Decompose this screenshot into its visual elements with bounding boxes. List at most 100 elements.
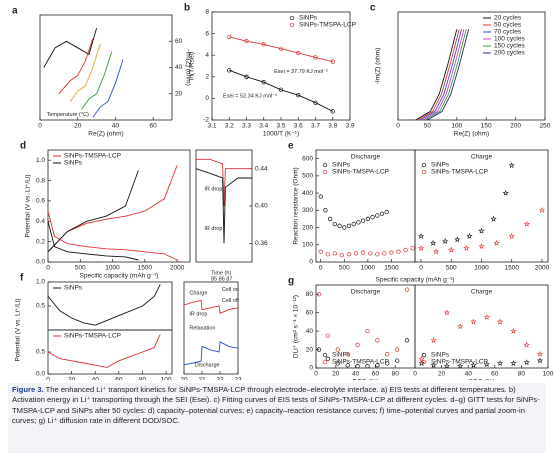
data-point — [318, 249, 323, 254]
y-tick-label: 1.0 — [36, 279, 45, 286]
data-point — [339, 252, 345, 258]
data-point — [417, 244, 425, 251]
x-tick-label: 3.8 — [328, 123, 337, 130]
plot-frame — [183, 281, 239, 375]
plot-frame — [315, 284, 416, 369]
y-tick-label: 1.0 — [36, 157, 45, 164]
y-tick-label: 20 — [306, 346, 314, 353]
annotation: Esei = 52.34 KJ mol⁻¹ — [223, 94, 277, 100]
y-axis-label: Potential (V vs. Li⁺/Li) — [25, 174, 32, 237]
data-point — [244, 39, 249, 44]
panel-label: e — [288, 141, 294, 152]
legend-swatch — [322, 169, 328, 175]
data-point — [360, 218, 366, 223]
y-tick-label: 0.8 — [36, 177, 45, 184]
x-tick-label: 20 — [438, 371, 446, 378]
y-axis-label: ln(T/Rsei) — [189, 52, 196, 80]
data-point — [337, 223, 342, 228]
legend-swatch — [322, 352, 328, 358]
data-point — [510, 360, 517, 366]
data-point — [342, 225, 347, 230]
legend-swatch — [421, 352, 427, 358]
data-line — [229, 69, 334, 112]
data-point — [418, 360, 425, 366]
annotation: Temperature (°C) — [47, 112, 89, 118]
legend-label: SiNPs — [299, 15, 318, 22]
data-point — [375, 252, 380, 257]
y-tick-label: 8 — [205, 9, 209, 16]
y-tick-label: -2 — [203, 117, 209, 124]
x-tick-label: 0 — [314, 371, 318, 378]
y-tick-label: 0.5 — [36, 303, 45, 310]
data-line — [81, 51, 113, 110]
y-tick-label: 0.36 — [255, 240, 268, 247]
panel-title: Charge — [471, 289, 493, 296]
x-tick-label: 3.9 — [345, 123, 354, 130]
y-axis-label: -Im(Z) (ohm) — [375, 48, 382, 84]
y-tick-label: 0.5 — [36, 349, 45, 356]
data-point — [296, 93, 301, 98]
data-point — [355, 364, 360, 369]
annotation: IR drop — [204, 187, 222, 193]
x-tick-label: 80 — [518, 371, 526, 378]
data-line — [183, 299, 239, 314]
data-line — [195, 168, 252, 244]
y-tick-label: 0 — [309, 259, 313, 266]
x-tick-label: 40 — [352, 371, 360, 378]
data-point — [375, 338, 380, 343]
panel-label: c — [370, 3, 376, 14]
plot-frame — [47, 149, 191, 263]
x-tick-label: 40 — [92, 377, 100, 380]
caption: Figure 3. The enhanced Li⁺ transport kin… — [8, 383, 546, 453]
data-line — [43, 27, 98, 68]
data-point — [418, 232, 425, 239]
plot-frame — [39, 14, 173, 121]
x-axis-label: Specific capacity (mAh g⁻¹) — [80, 273, 159, 280]
legend-swatch — [322, 359, 328, 365]
data-point — [346, 223, 352, 228]
data-point — [403, 247, 408, 253]
data-point — [227, 68, 232, 73]
x-tick-label: 2000 — [170, 265, 185, 272]
data-point — [523, 359, 530, 366]
annotation: 85 86 87 — [211, 277, 232, 283]
data-line — [417, 29, 460, 121]
y-tick-label: 0 — [309, 365, 313, 372]
data-point — [404, 338, 410, 343]
annotation: Discharge — [195, 362, 220, 368]
x-tick-label: 20 — [74, 123, 82, 130]
x-tick-label: 3.5 — [276, 123, 285, 130]
legend-label: SiNPs-TMSPA-LCP — [431, 169, 488, 176]
annotation: Cell on — [222, 287, 239, 293]
data-point — [523, 341, 530, 348]
y-tick-label: 0.40 — [255, 203, 268, 210]
data-point — [318, 194, 323, 199]
legend-label: 20 cycles — [494, 15, 522, 22]
data-point — [396, 249, 401, 254]
legend-label: SiNPs — [64, 285, 83, 292]
x-tick-label: 40 — [465, 371, 473, 378]
data-point — [430, 239, 437, 246]
x-tick-label: 1000 — [361, 265, 376, 272]
x-tick-label: 1500 — [504, 265, 519, 272]
x-tick-label: 20 — [180, 377, 188, 380]
data-point — [508, 162, 515, 169]
x-tick-label: 100 — [161, 377, 172, 380]
y-tick-label: 40 — [175, 64, 183, 71]
data-line — [229, 36, 333, 63]
data-point — [418, 355, 425, 362]
data-point — [375, 363, 380, 368]
y-tick-label: 60 — [306, 309, 314, 316]
data-line — [424, 29, 467, 121]
data-point — [502, 189, 509, 196]
data-point — [483, 361, 490, 368]
legend-swatch — [289, 22, 295, 28]
data-point — [536, 357, 544, 364]
x-tick-label: 2000 — [535, 265, 550, 272]
x-tick-label: 3.6 — [294, 123, 303, 130]
data-point — [346, 252, 352, 257]
data-line — [427, 29, 470, 121]
x-tick-label: 0 — [46, 265, 50, 272]
data-point — [442, 238, 449, 245]
